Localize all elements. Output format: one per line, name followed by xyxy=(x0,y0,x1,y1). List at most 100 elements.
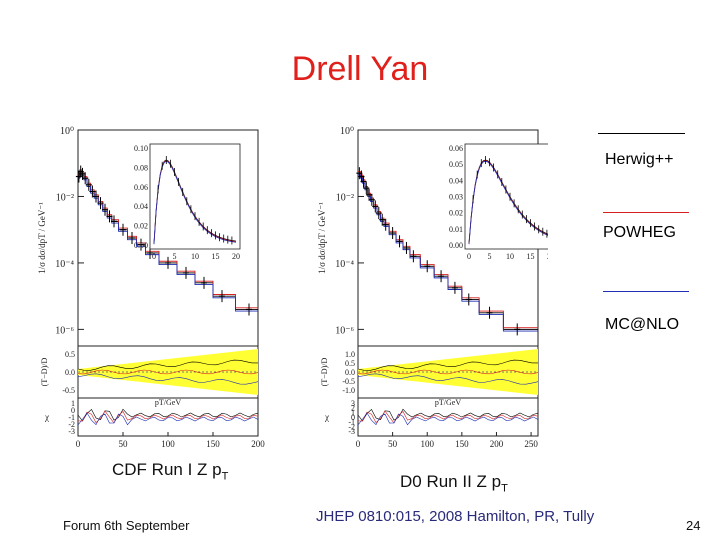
legend-line-powheg xyxy=(603,212,689,213)
main-y-axis-label: 1/σ dσ/dpT / GeV⁻¹ xyxy=(317,202,327,274)
chi-y-tick-label: 1 xyxy=(71,399,75,408)
footer-reference: JHEP 0810:015, 2008 Hamilton, PR, Tully xyxy=(316,508,595,525)
ratio-line-1 xyxy=(357,369,539,375)
chi-y-tick-label: -2 xyxy=(348,422,355,431)
x-tick-label: 150 xyxy=(206,439,220,448)
main-y-axis-label: 1/σ dσ/dpT / GeV⁻¹ xyxy=(37,202,47,274)
inset-frame xyxy=(149,143,241,250)
x-tick-label: 100 xyxy=(420,439,434,448)
d0-plot-svg: 10⁰10⁻²10⁻⁴10⁻⁶1.00.50.0-0.5-1.03210-1-2… xyxy=(317,126,556,449)
page-number: 24 xyxy=(686,518,701,533)
caption-cdf-sub: T xyxy=(221,470,229,483)
legend-label-mcnlo: MC@NLO xyxy=(605,316,680,333)
caption-cdf-text: CDF Run I Z p xyxy=(112,460,222,479)
inset-x-tick-label: 0 xyxy=(152,252,156,261)
chi-line-2 xyxy=(77,412,259,426)
x-tick-label: 0 xyxy=(356,439,361,448)
ratio-line-1 xyxy=(77,369,259,375)
chi-y-tick-label: -2 xyxy=(68,420,75,429)
ratio-line-2 xyxy=(357,373,539,385)
chi-y-tick-label: -1 xyxy=(68,413,75,422)
cdf-plot: 10⁰ 10⁻² 10⁻⁴ 10⁻⁶ 0.5 0.0 -0.5 1 0 -1 -2 -3 1/σ dσ/… xyxy=(33,118,268,449)
inset-y-tick-label: 0.04 xyxy=(449,176,463,185)
main-y-tick-label: 10⁰ xyxy=(60,126,74,137)
chi-y-tick-label: -3 xyxy=(348,427,355,436)
inset-y-tick-label: 0.06 xyxy=(134,183,148,192)
main-y-tick-label: 10⁰ xyxy=(340,126,354,137)
legend-line-herwig xyxy=(598,133,685,134)
main-y-tick-label: 10⁻² xyxy=(56,192,74,203)
ratio-line-0 xyxy=(77,359,258,371)
caption-d0-text: D0 Run II Z p xyxy=(400,472,502,491)
legend-label-powheg: POWHEG xyxy=(603,224,676,241)
main-y-tick-label: 10⁻⁴ xyxy=(55,259,74,270)
x-tick-label: 150 xyxy=(455,439,469,448)
x-tick-label: 0 xyxy=(76,439,81,448)
inset-x-tick-label: 0 xyxy=(467,252,471,261)
chi-line-0 xyxy=(357,408,539,422)
main-y-tick-label: 10⁻⁴ xyxy=(335,259,354,270)
x-tick-label: 200 xyxy=(251,439,265,448)
chi-line-1 xyxy=(77,410,259,424)
x-tick-label: 250 xyxy=(524,439,538,448)
inset-y-tick-label: 0.02 xyxy=(134,222,148,231)
chi-frame xyxy=(357,397,539,437)
ratio-y-tick-label: -0.5 xyxy=(62,386,75,395)
inset-x-tick-label: 20 xyxy=(547,252,548,261)
ratio-y-tick-label: -0.5 xyxy=(342,377,355,386)
chi-y-tick-label: 0 xyxy=(351,413,355,422)
inset-x-tick-label: 15 xyxy=(212,252,220,261)
chi-y-tick-label: -1 xyxy=(348,418,355,427)
inset-x-tick-label: 5 xyxy=(488,252,492,261)
caption-d0-sub: T xyxy=(501,482,508,495)
ratio-line-2 xyxy=(77,373,259,385)
chi-line-2 xyxy=(357,412,539,426)
inset-frame xyxy=(464,143,556,250)
chi-line-1 xyxy=(357,410,539,424)
chi-y-axis-label: χ xyxy=(324,412,329,422)
d0-plot: 10⁰ 10⁻² 10⁻⁴ 10⁻⁶ 1.0 0.5 0.0 -0.5 -1.0 3 2 1 0 -1 -2… xyxy=(313,118,556,449)
ratio-y-tick-label: -1.0 xyxy=(342,386,355,395)
inset-y-tick-label: 0.10 xyxy=(134,144,148,153)
inset-y-tick-label: 0.05 xyxy=(449,160,463,169)
inset-y-tick-label: 0.06 xyxy=(449,144,463,153)
ratio-line-0 xyxy=(357,359,538,371)
chi-line-0 xyxy=(77,408,259,422)
inset-y-tick-label: 0.01 xyxy=(449,225,463,234)
chi-y-tick-label: 2 xyxy=(351,404,355,413)
x-tick-label: 50 xyxy=(388,439,398,448)
chi-y-tick-label: 3 xyxy=(351,399,355,408)
inset-y-tick-label: 0.04 xyxy=(134,202,148,211)
main-y-tick-label: 10⁻⁶ xyxy=(335,325,354,336)
legend-label-herwig: Herwig++ xyxy=(605,151,674,168)
inset-y-tick-label: 0.00 xyxy=(449,241,463,250)
inset-x-tick-label: 10 xyxy=(191,252,199,261)
ratio-y-tick-label: 0.5 xyxy=(65,350,75,359)
chi-y-tick-label: 0 xyxy=(71,406,75,415)
inset-x-tick-label: 15 xyxy=(527,252,535,261)
x-tick-label: 200 xyxy=(490,439,504,448)
ratio-y-axis-label: (T−D)/D xyxy=(320,358,329,387)
x-tick-label: 50 xyxy=(119,439,129,448)
chi-y-tick-label: 1 xyxy=(351,408,355,417)
ratio-y-tick-label: 1.0 xyxy=(345,350,355,359)
main-y-tick-label: 10⁻⁶ xyxy=(55,325,74,336)
chi-y-tick-label: -3 xyxy=(68,427,75,436)
slide-title: Drell Yan xyxy=(291,50,429,88)
caption-d0: D0 Run II Z pT xyxy=(400,472,508,494)
inset-x-tick-label: 5 xyxy=(173,252,177,261)
inset-y-tick-label: 0.08 xyxy=(134,163,148,172)
legend-line-mcnlo xyxy=(603,291,689,292)
inset-x-tick-label: 20 xyxy=(232,252,240,261)
inset-y-tick-label: 0.00 xyxy=(134,241,148,250)
inset-x-tick-label: 10 xyxy=(506,252,514,261)
main-y-tick-label: 10⁻² xyxy=(336,192,354,203)
ratio-y-tick-label: 0.0 xyxy=(345,368,355,377)
caption-cdf: CDF Run I Z pT xyxy=(112,460,228,482)
x-tick-label: 100 xyxy=(161,439,175,448)
inset-y-tick-label: 0.03 xyxy=(449,193,463,202)
ratio-y-tick-label: 0.0 xyxy=(65,368,75,377)
x-axis-label: pT/GeV xyxy=(155,398,181,407)
chi-y-axis-label: χ xyxy=(44,412,49,422)
